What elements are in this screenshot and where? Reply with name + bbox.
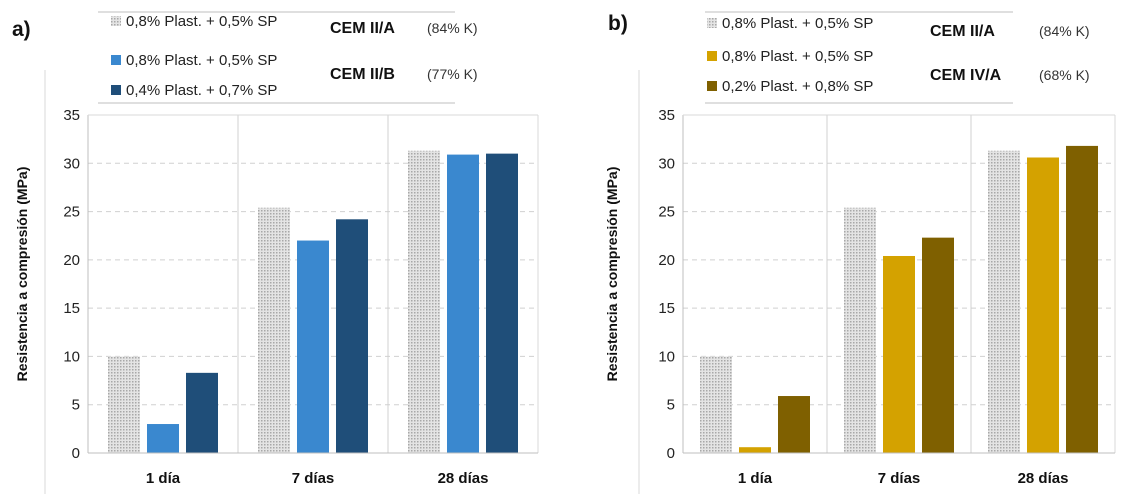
bar [1066,145,1098,453]
legend-swatch [707,81,717,91]
legend-label: 0,4% Plast. + 0,7% SP [126,82,277,99]
y-tick-label: 0 [667,445,675,462]
legend-label: 0,8% Plast. + 0,5% SP [722,15,873,32]
y-tick-label: 35 [63,107,80,124]
bar [297,240,329,453]
chart-a: 0,8% Plast. + 0,5% SP 0,8% Plast. + 0,5% … [14,11,539,494]
legend-swatch [111,16,121,26]
bar [447,154,479,453]
cement-label: CEM II/B [330,66,395,83]
legend-swatch [111,55,121,65]
bar [186,372,218,453]
bar [844,207,876,453]
y-tick-label: 5 [667,397,675,414]
y-tick-label: 0 [72,445,80,462]
bar [922,237,954,453]
x-tick-label: 1 día [738,470,773,487]
y-tick-label: 10 [63,348,80,365]
bar [988,150,1020,453]
x-tick-label: 7 días [878,470,921,487]
y-tick-label: 20 [63,252,80,269]
bar [739,447,771,453]
legend-label: 0,8% Plast. + 0,5% SP [722,48,873,65]
y-tick-label: 20 [658,252,675,269]
x-tick-label: 28 días [438,470,489,487]
y-axis-label: Resistencia a compresión (MPa) [14,167,30,382]
bar [147,424,179,453]
y-tick-label: 30 [63,155,80,172]
cement-note: (68% K) [1039,67,1090,83]
chart-b: 0,8% Plast. + 0,5% SP 0,8% Plast. + 0,5% … [604,11,1116,494]
panel-b: b) 0,8% Plast. + 0,5% SP 0,8% Plast. + 0,… [565,0,1130,494]
legend-swatch [111,85,121,95]
bar [258,207,290,453]
bar [336,219,368,453]
legend-label: 0,8% Plast. + 0,5% SP [126,13,277,30]
cement-note: (77% K) [427,66,478,82]
y-tick-label: 15 [63,300,80,317]
cement-label: CEM II/A [930,23,995,40]
y-tick-label: 30 [658,155,675,172]
legend-label: 0,8% Plast. + 0,5% SP [126,52,277,69]
bar [408,150,440,453]
panel-label: a) [12,18,31,41]
bar [108,356,140,453]
bar [1027,157,1059,453]
y-tick-label: 35 [658,107,675,124]
cement-note: (84% K) [427,20,478,36]
bar [883,255,915,453]
bar [486,153,518,453]
cement-label: CEM IV/A [930,67,1002,84]
bar [778,396,810,453]
y-tick-label: 25 [63,204,80,221]
bar [700,356,732,453]
legend-swatch [707,51,717,61]
cement-note: (84% K) [1039,23,1090,39]
cement-label: CEM II/A [330,20,395,37]
y-tick-label: 10 [658,348,675,365]
y-tick-label: 25 [658,204,675,221]
panel-a: a) 0,8% Plast. + 0,5% SP 0,8% Plast. + 0,… [12,11,539,494]
x-tick-label: 7 días [292,470,335,487]
x-tick-label: 28 días [1018,470,1069,487]
legend-swatch [707,18,717,28]
x-tick-label: 1 día [146,470,181,487]
legend-label: 0,2% Plast. + 0,8% SP [722,78,873,95]
y-axis-label: Resistencia a compresión (MPa) [604,167,620,382]
panel-label: b) [608,12,628,35]
y-tick-label: 15 [658,300,675,317]
y-tick-label: 5 [72,397,80,414]
